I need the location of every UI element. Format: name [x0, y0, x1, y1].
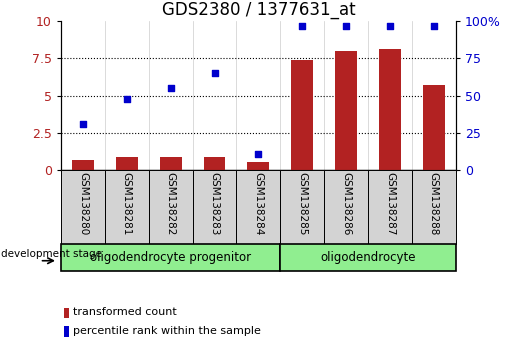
Text: percentile rank within the sample: percentile rank within the sample — [73, 326, 261, 336]
Text: GSM138287: GSM138287 — [385, 172, 395, 235]
Point — [166, 85, 175, 91]
Text: GSM138281: GSM138281 — [122, 172, 132, 235]
FancyBboxPatch shape — [280, 170, 324, 244]
Bar — [379, 50, 401, 170]
Text: GSM138283: GSM138283 — [209, 172, 219, 235]
Point — [78, 121, 87, 127]
Text: development stage: development stage — [1, 249, 102, 259]
Text: oligodendrocyte progenitor: oligodendrocyte progenitor — [90, 251, 251, 264]
Point — [386, 23, 394, 29]
FancyBboxPatch shape — [149, 170, 192, 244]
Bar — [116, 156, 138, 170]
Bar — [72, 160, 94, 170]
Point — [342, 23, 350, 29]
FancyBboxPatch shape — [192, 170, 236, 244]
Text: GSM138285: GSM138285 — [297, 172, 307, 235]
FancyBboxPatch shape — [105, 170, 149, 244]
FancyBboxPatch shape — [61, 170, 105, 244]
Point — [122, 96, 131, 101]
Bar — [335, 51, 357, 170]
Bar — [160, 157, 182, 170]
Bar — [248, 162, 269, 170]
FancyBboxPatch shape — [368, 170, 412, 244]
FancyBboxPatch shape — [236, 170, 280, 244]
FancyBboxPatch shape — [61, 244, 280, 271]
Point — [210, 70, 219, 76]
Bar — [292, 60, 313, 170]
Bar — [64, 306, 69, 318]
Text: GSM138280: GSM138280 — [78, 172, 88, 235]
Text: GSM138282: GSM138282 — [166, 172, 175, 235]
Title: GDS2380 / 1377631_at: GDS2380 / 1377631_at — [162, 1, 355, 18]
Text: GSM138286: GSM138286 — [341, 172, 351, 235]
FancyBboxPatch shape — [412, 170, 456, 244]
Bar — [204, 156, 225, 170]
Bar — [423, 85, 445, 170]
Point — [254, 151, 263, 156]
Point — [430, 23, 438, 29]
Bar — [64, 326, 69, 337]
Text: oligodendrocyte: oligodendrocyte — [320, 251, 416, 264]
Text: GSM138284: GSM138284 — [253, 172, 263, 235]
Text: transformed count: transformed count — [73, 307, 176, 317]
FancyBboxPatch shape — [280, 244, 456, 271]
FancyBboxPatch shape — [324, 170, 368, 244]
Point — [298, 23, 306, 29]
Text: GSM138288: GSM138288 — [429, 172, 439, 235]
